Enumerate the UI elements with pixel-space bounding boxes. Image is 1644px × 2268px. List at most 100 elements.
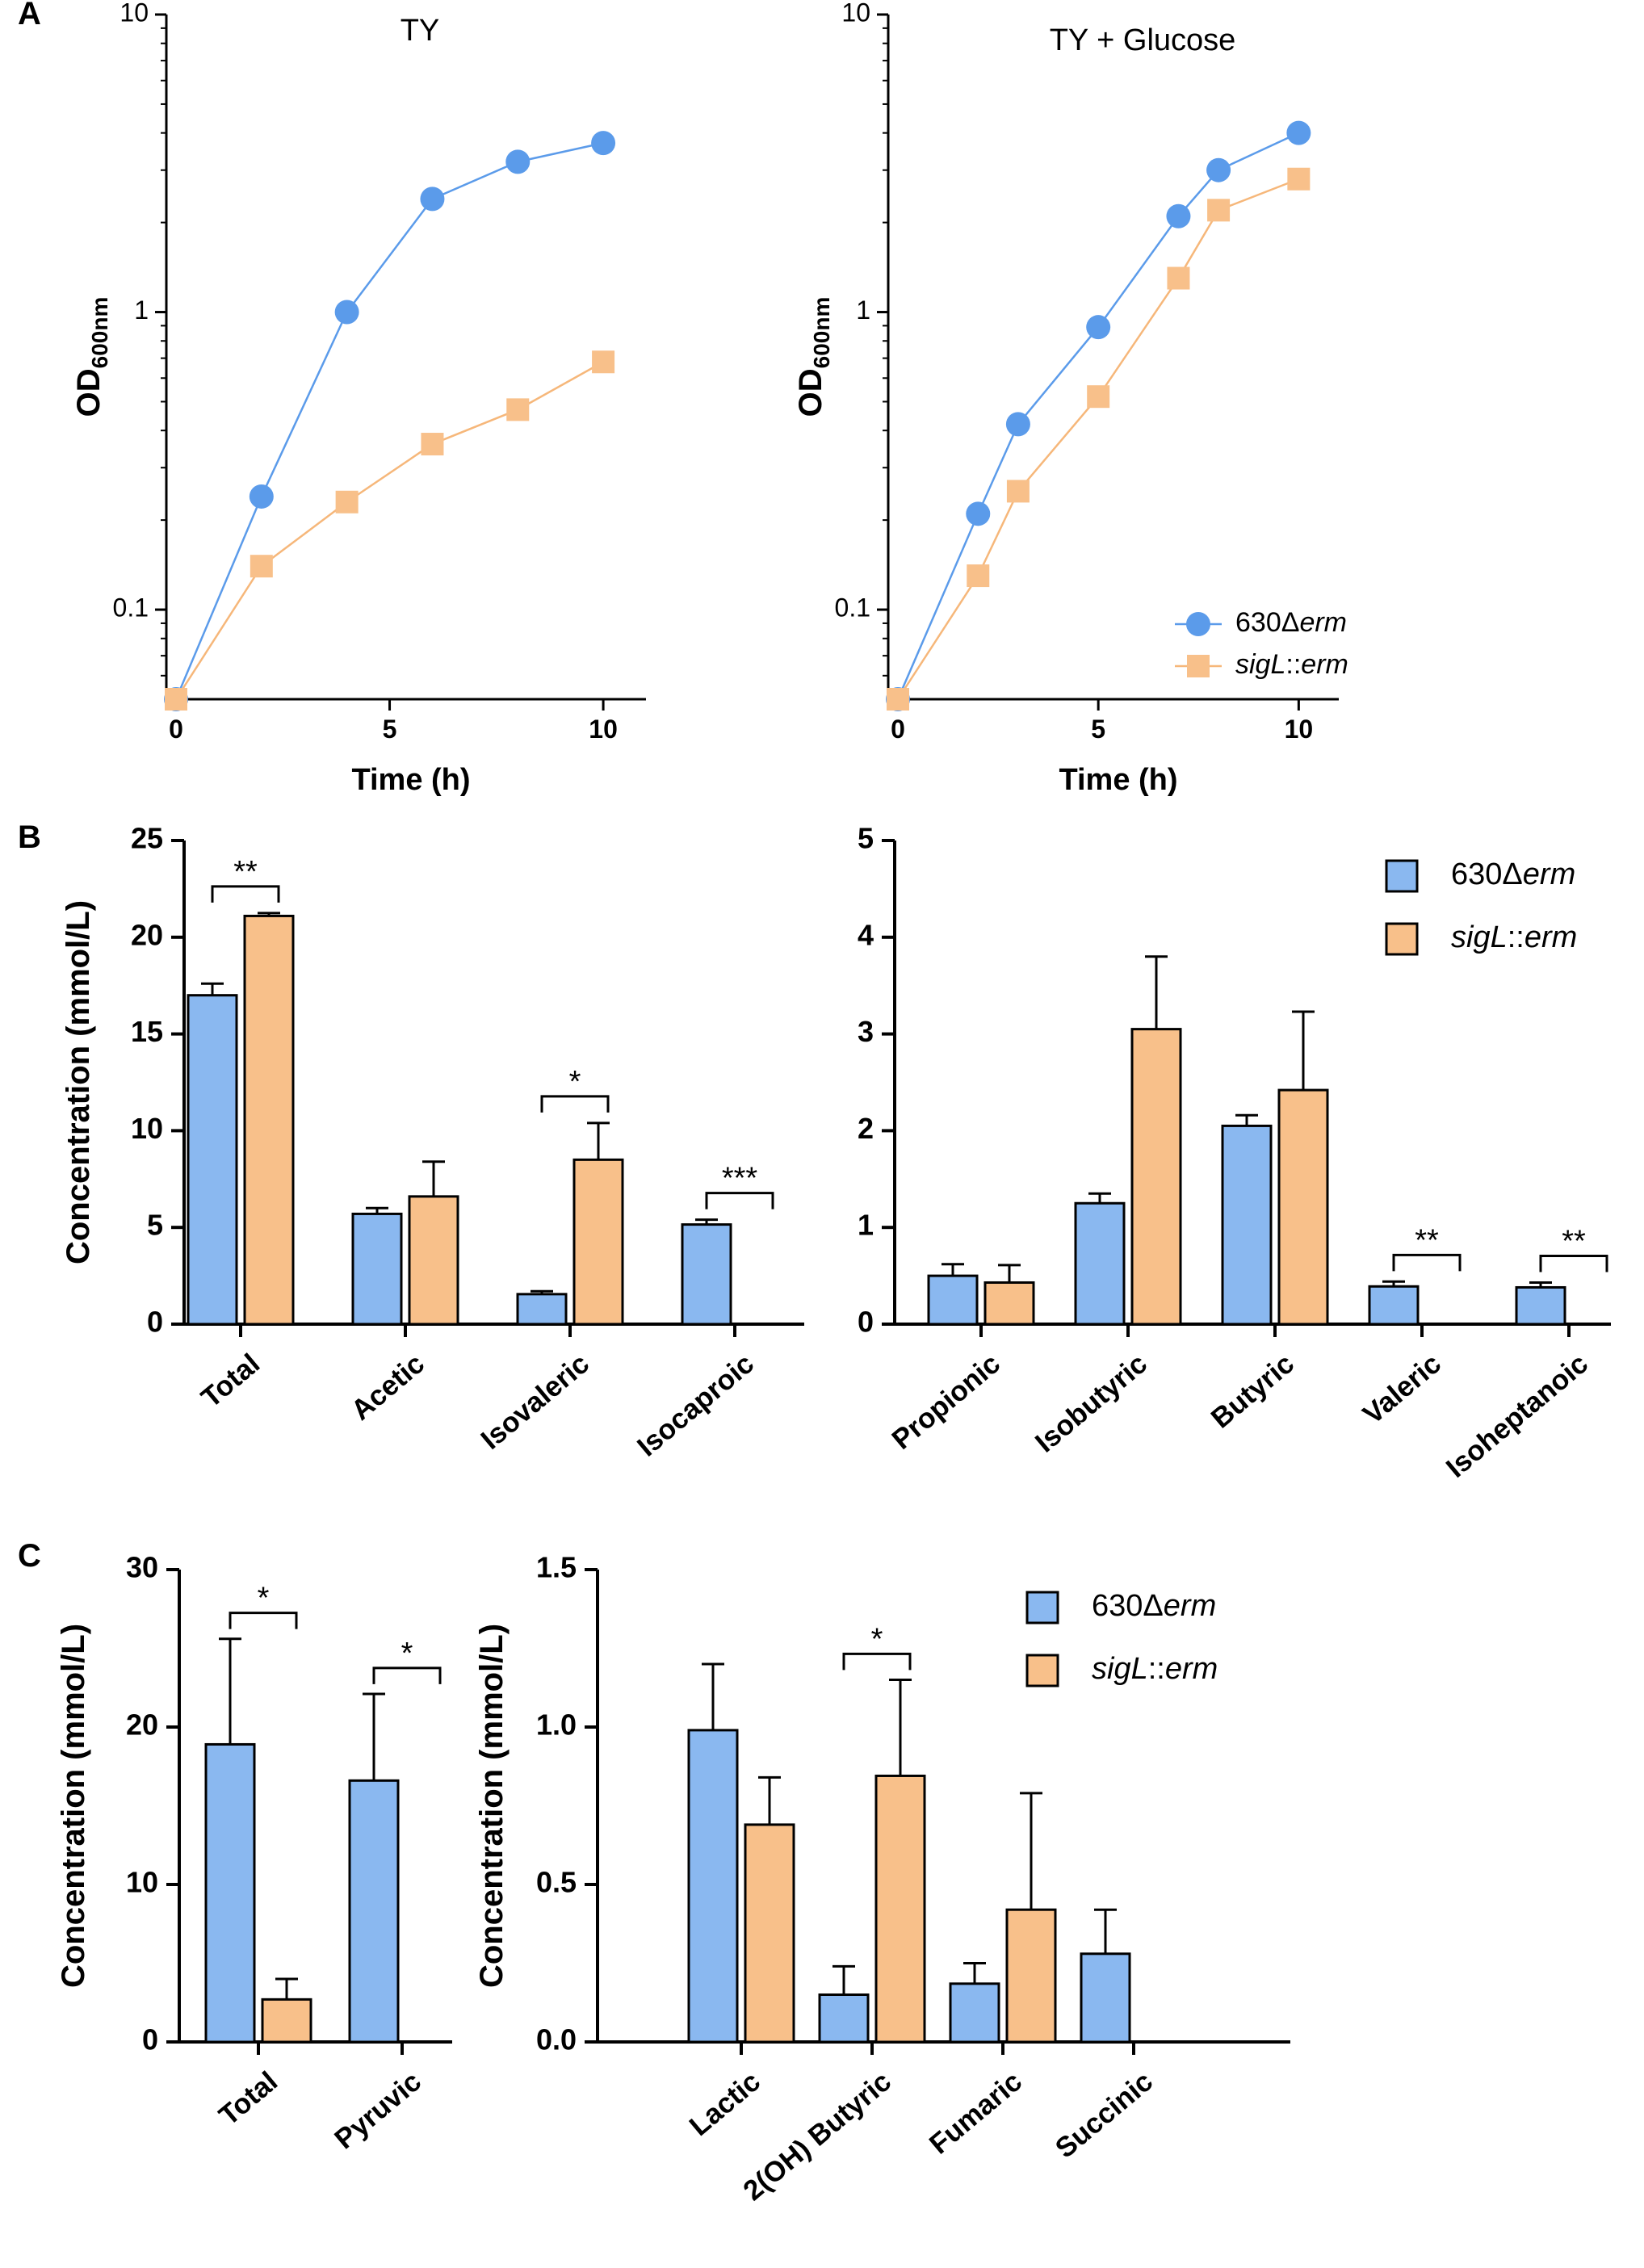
y-tick-label: 2 [858, 1112, 874, 1145]
legend-swatch-wt [1025, 1591, 1059, 1624]
legend-label-sigl: sigL::erm [1451, 920, 1577, 954]
y-tick-label: 0.1 [835, 593, 870, 623]
y-tick-label: 1.0 [536, 1708, 577, 1742]
bar-sigl [744, 1823, 795, 2044]
data-point-sigl [335, 490, 359, 514]
data-point-wt [505, 149, 531, 174]
bar-sigl [1277, 1088, 1329, 1326]
y-tick-label: 0 [142, 2023, 158, 2056]
significance-bracket [705, 1192, 774, 1209]
bar-sigl [243, 914, 295, 1326]
bar-wt [687, 1729, 739, 2044]
significance-bracket [1539, 1255, 1608, 1272]
data-point-wt [1005, 412, 1030, 437]
x-tick-label: Isobutyric [1030, 1348, 1153, 1458]
data-point-sigl [506, 398, 530, 421]
data-point-wt [420, 187, 445, 212]
series-line-wt [174, 141, 604, 700]
x-tick-label: Isovaleric [475, 1348, 595, 1456]
bar-sigl [874, 1774, 926, 2044]
legend-swatch-wt [1385, 859, 1419, 893]
y-tick-label: 1.5 [536, 1551, 577, 1584]
x-tick-label: 10 [1285, 715, 1314, 744]
legend-label-sigl: sigL::erm [1235, 649, 1348, 680]
data-point-sigl [1207, 199, 1231, 222]
significance-label: * [401, 1637, 413, 1671]
bar-sigl [572, 1158, 624, 1326]
panel-label-c: C [18, 1538, 41, 1574]
data-point-wt [249, 484, 274, 509]
bar-wt [681, 1223, 732, 1326]
y-axis-label: Concentration (mmol/L) [61, 900, 96, 1264]
y-axis-label: Concentration (mmol/L) [474, 1624, 510, 1988]
y-axis-label: OD600nm [793, 297, 834, 417]
significance-bracket [540, 1095, 610, 1113]
bar-wt [1221, 1124, 1273, 1326]
legend-label-wt: 630Δerm [1451, 857, 1575, 891]
significance-label: ** [233, 855, 258, 889]
data-point-sigl [165, 688, 187, 711]
significance-label: ** [1415, 1223, 1439, 1257]
significance-label: * [258, 1582, 270, 1616]
data-point-sigl [887, 688, 909, 711]
bar-wt [204, 1742, 256, 2044]
bar-chart-b2: 0 1 2 3 4 5 Propionic Isobutyric Butyric ValericI… [858, 822, 1611, 1484]
data-point-sigl [592, 350, 615, 374]
data-point-sigl [421, 433, 444, 456]
bar-wt [949, 1982, 1000, 2044]
significance-bracket [211, 885, 280, 903]
line-chart-a1: 0.1 1 10 0 5 10 Time (h) OD600nm TY [71, 0, 646, 797]
bar-wt [1515, 1285, 1566, 1326]
y-tick-label: 5 [858, 822, 874, 855]
bar-wt [927, 1274, 979, 1326]
panel-label-b: B [18, 820, 41, 855]
x-tick-label: 10 [589, 715, 618, 744]
data-point-sigl [250, 555, 273, 578]
x-tick-label: Acetic [346, 1348, 431, 1426]
data-point-sigl [1287, 167, 1311, 191]
significance-bracket [372, 1666, 442, 1684]
bar-wt [348, 1779, 400, 2044]
chart-title: TY + Glucose [1050, 23, 1236, 57]
data-point-wt [1166, 203, 1191, 228]
x-tick-label: Propionic [886, 1348, 1006, 1456]
significance-label: * [871, 1622, 883, 1656]
bar-chart-b1: 0 5 10 15 20 25 Concentration (mmol/L) Total Ace… [61, 822, 804, 1463]
chart-title: TY [401, 14, 440, 48]
y-tick-label: 15 [131, 1015, 163, 1048]
y-tick-label: 10 [841, 0, 870, 27]
y-tick-label: 0.5 [536, 1866, 577, 1899]
y-axis-label: OD600nm [71, 297, 112, 417]
y-tick-label: 1 [856, 296, 870, 325]
y-tick-label: 10 [120, 0, 149, 27]
legend-label-wt: 630Δerm [1092, 1589, 1216, 1623]
significance-label: ** [1562, 1225, 1586, 1259]
bar-sigl [261, 1998, 312, 2044]
data-point-sigl [1087, 385, 1110, 409]
legend-swatch-sigl [1385, 922, 1419, 956]
y-tick-label: 25 [131, 822, 163, 855]
bar-wt [1080, 1952, 1131, 2044]
y-tick-label: 3 [858, 1015, 874, 1048]
y-tick-label: 0.0 [536, 2023, 577, 2056]
legend-marker-sigl [1187, 655, 1210, 677]
y-tick-label: 10 [126, 1866, 158, 1899]
data-point-wt [1286, 120, 1311, 145]
y-tick-label: 20 [131, 918, 163, 951]
y-tick-label: 0.1 [113, 593, 149, 623]
x-tick-label: Fumaric [924, 2065, 1028, 2160]
y-tick-label: 20 [126, 1708, 158, 1742]
data-point-sigl [967, 564, 990, 588]
x-tick-label: 0 [891, 715, 905, 744]
significance-bracket [1392, 1253, 1462, 1272]
bar-sigl [983, 1281, 1035, 1326]
x-tick-label: Lactic [684, 2065, 767, 2142]
y-tick-label: 1 [134, 296, 149, 325]
x-tick-label: 5 [383, 715, 397, 744]
y-tick-label: 1 [858, 1209, 874, 1242]
bar-wt [187, 994, 238, 1326]
x-axis-label: Time (h) [351, 763, 470, 797]
data-point-wt [1206, 157, 1231, 182]
